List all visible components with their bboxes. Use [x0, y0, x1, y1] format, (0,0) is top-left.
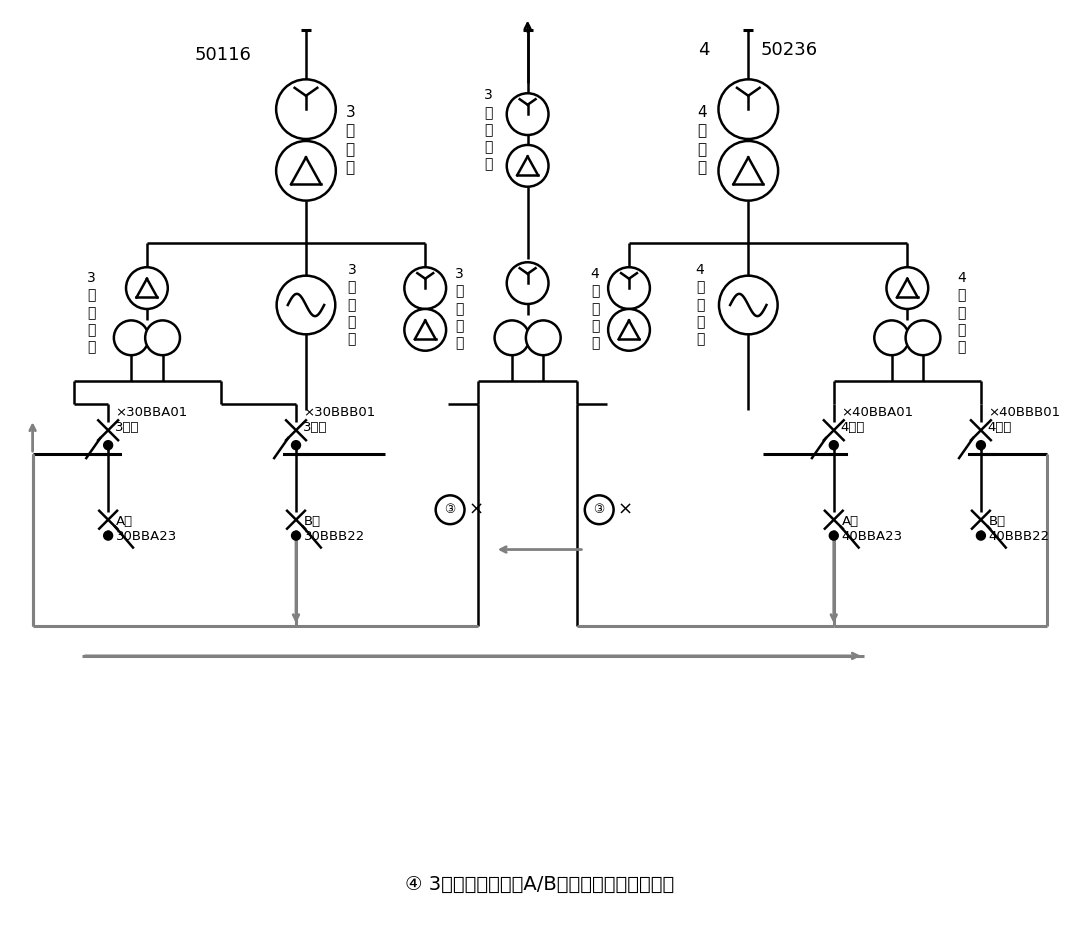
- Text: 50236: 50236: [760, 41, 818, 58]
- Circle shape: [292, 441, 300, 449]
- Text: ×: ×: [469, 501, 484, 519]
- Circle shape: [404, 268, 446, 309]
- Text: 3
号
主
变: 3 号 主 变: [346, 105, 355, 175]
- Circle shape: [145, 320, 180, 355]
- Circle shape: [718, 141, 778, 201]
- Circle shape: [976, 531, 985, 540]
- Circle shape: [276, 276, 335, 334]
- Text: 4
号
发
电
机: 4 号 发 电 机: [696, 264, 704, 347]
- Text: 4
号
励
磁
变: 4 号 励 磁 变: [591, 268, 599, 350]
- Text: A段
40BBA23: A段 40BBA23: [841, 514, 903, 543]
- Circle shape: [719, 276, 778, 334]
- Circle shape: [976, 441, 985, 449]
- Text: ×: ×: [618, 501, 633, 519]
- Circle shape: [507, 93, 549, 135]
- Circle shape: [126, 268, 167, 309]
- Text: 3
号
高
厂
变: 3 号 高 厂 变: [86, 271, 95, 354]
- Text: ×30BBB01
3号机: ×30BBB01 3号机: [303, 406, 375, 434]
- Circle shape: [875, 320, 909, 355]
- Circle shape: [104, 441, 112, 449]
- Circle shape: [104, 531, 112, 540]
- Text: ③: ③: [594, 503, 605, 516]
- Circle shape: [276, 79, 336, 139]
- Text: A段
30BBA23: A段 30BBA23: [116, 514, 177, 543]
- Circle shape: [887, 268, 928, 309]
- Text: ×40BBB01
4号机: ×40BBB01 4号机: [988, 406, 1059, 434]
- Text: 3
号
起
备
变: 3 号 起 备 变: [484, 89, 492, 171]
- Text: B段
30BBB22: B段 30BBB22: [303, 514, 365, 543]
- Circle shape: [526, 320, 561, 355]
- Text: 3
号
发
电
机: 3 号 发 电 机: [348, 264, 356, 347]
- Circle shape: [829, 531, 838, 540]
- Circle shape: [608, 268, 650, 309]
- Text: ×30BBA01
3号机: ×30BBA01 3号机: [116, 406, 187, 434]
- Circle shape: [829, 441, 838, 449]
- Circle shape: [906, 320, 941, 355]
- Circle shape: [404, 309, 446, 350]
- Text: B段
40BBB22: B段 40BBB22: [989, 514, 1050, 543]
- Circle shape: [113, 320, 149, 355]
- Circle shape: [276, 141, 336, 201]
- Text: 50116: 50116: [194, 45, 252, 63]
- Text: 4: 4: [698, 41, 710, 58]
- Text: ③: ③: [445, 503, 456, 516]
- Circle shape: [608, 309, 650, 350]
- Text: ×40BBA01
4号机: ×40BBA01 4号机: [840, 406, 913, 434]
- Circle shape: [495, 320, 529, 355]
- Text: 4
号
主
变: 4 号 主 变: [697, 105, 706, 175]
- Circle shape: [507, 145, 549, 187]
- Text: 4
号
高
厂
变: 4 号 高 厂 变: [957, 271, 966, 354]
- Circle shape: [507, 262, 549, 304]
- Circle shape: [718, 79, 778, 139]
- Circle shape: [292, 531, 300, 540]
- Text: ④ 3号起备变低压侧A/B分支母排软连接断开点: ④ 3号起备变低压侧A/B分支母排软连接断开点: [405, 875, 674, 894]
- Text: 3
号
励
磁
变: 3 号 励 磁 变: [455, 268, 463, 350]
